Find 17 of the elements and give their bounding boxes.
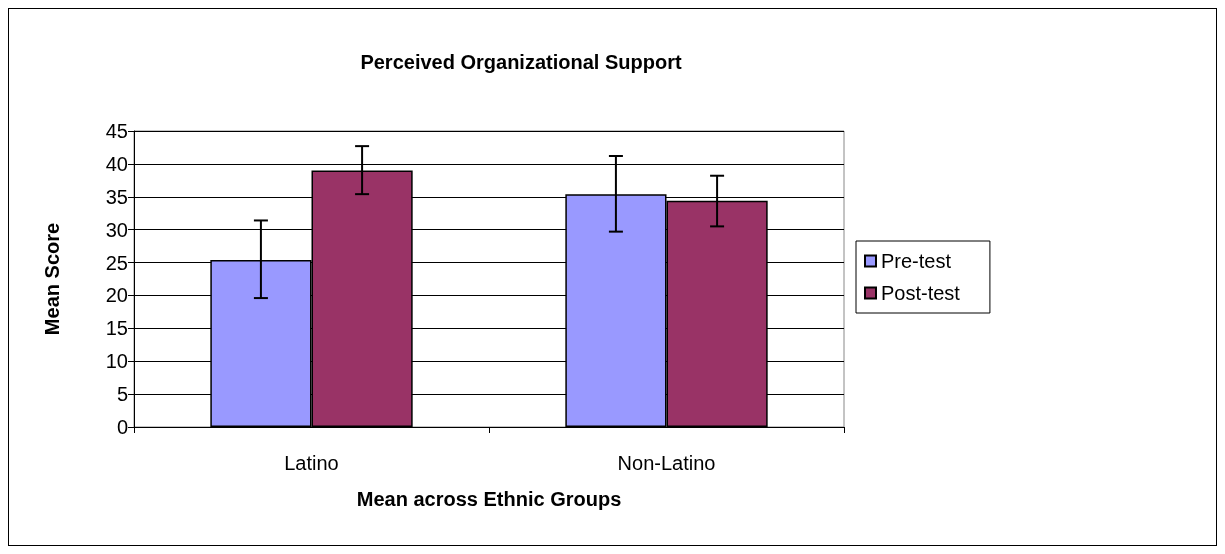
y-tick-label: 45 <box>105 120 128 142</box>
x-tick-label: Non-Latino <box>617 452 716 474</box>
legend-label: Pre-test <box>881 250 952 272</box>
y-tick-label: 35 <box>105 185 128 208</box>
y-tick-label: 10 <box>105 350 128 373</box>
y-tick-label: 20 <box>105 284 128 307</box>
y-tick-label: 30 <box>105 218 128 241</box>
y-axis-title: Mean Score <box>41 222 63 336</box>
x-tick-label: Latino <box>284 452 339 474</box>
y-tick-label: 5 <box>116 383 128 406</box>
chart-title: Perceived Organizational Support <box>360 51 682 73</box>
y-tick-label: 15 <box>105 317 128 340</box>
y-tick-label: 40 <box>105 152 128 175</box>
y-tick-label: 0 <box>116 416 128 438</box>
y-tick-label: 25 <box>105 251 128 274</box>
legend-label: Post-test <box>881 282 961 304</box>
x-axis-title: Mean across Ethnic Groups <box>356 488 622 510</box>
